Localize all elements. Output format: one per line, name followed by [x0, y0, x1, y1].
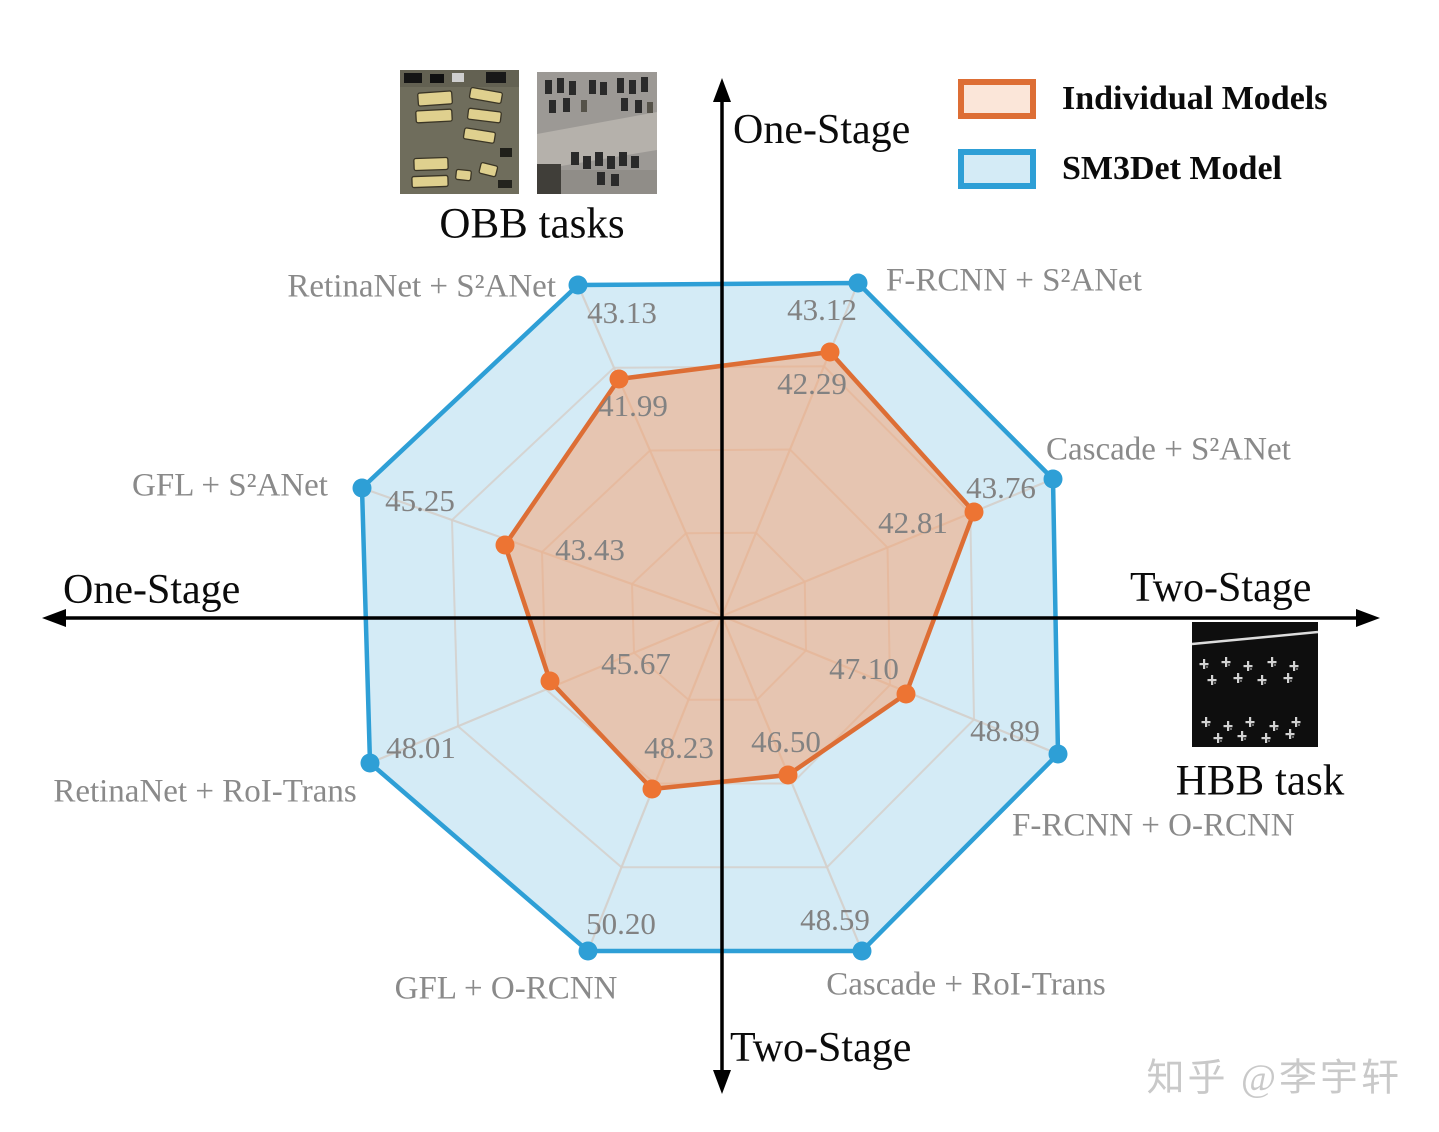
- axis-arrowhead: [1356, 609, 1380, 627]
- sm3det-point: [352, 478, 372, 498]
- axis-arrowhead: [713, 78, 731, 102]
- value-sm3det-cascade-roi-trans: 48.59: [800, 902, 870, 937]
- axis-label-bottom-two-stage: Two-Stage: [730, 1025, 912, 1071]
- individual-point: [540, 671, 560, 691]
- value-individual-gfl-o-rcnn: 48.23: [644, 730, 714, 765]
- value-individual-f-rcnn-s-anet: 42.29: [777, 366, 847, 401]
- caption-obb-tasks: OBB tasks: [439, 200, 625, 248]
- value-sm3det-f-rcnn-o-rcnn: 48.89: [970, 713, 1040, 748]
- individual-point: [609, 369, 629, 389]
- individual-point: [642, 779, 662, 799]
- caption-hbb-task: HBB task: [1175, 757, 1345, 805]
- obb-sample-image-optical: [400, 70, 519, 194]
- axis-label-left-one-stage: One-Stage: [63, 567, 241, 613]
- legend-item-sm3det-model: SM3Det Model: [958, 149, 1282, 189]
- sm3det-point: [360, 753, 380, 773]
- axis-label-top-one-stage: One-Stage: [733, 107, 911, 153]
- value-sm3det-gfl-s-anet: 45.25: [385, 483, 455, 518]
- hbb-sample-image-sar: [1192, 622, 1318, 747]
- axis-label-cascade-s-anet: Cascade + S²ANet: [1046, 431, 1291, 468]
- axis-label-gfl-o-rcnn: GFL + O-RCNN: [394, 970, 618, 1007]
- axis-label-gfl-s-anet: GFL + S²ANet: [132, 467, 328, 504]
- value-individual-gfl-s-anet: 43.43: [555, 532, 625, 567]
- obb-sample-image-grayscale: [537, 72, 657, 194]
- value-individual-cascade-roi-trans: 46.50: [751, 724, 821, 759]
- individual-point: [964, 502, 984, 522]
- sm3det-point: [1043, 469, 1063, 489]
- sm3det-point: [1048, 744, 1068, 764]
- value-individual-retinanet-roi-trans: 45.67: [601, 646, 671, 681]
- axis-label-cascade-roi-trans: Cascade + RoI-Trans: [826, 966, 1106, 1003]
- axis-arrowhead: [713, 1070, 731, 1094]
- axis-label-retinanet-roi-trans: RetinaNet + RoI-Trans: [53, 773, 357, 810]
- individual-point: [820, 342, 840, 362]
- value-sm3det-cascade-s-anet: 43.76: [966, 470, 1036, 505]
- individual-point: [495, 535, 515, 555]
- value-sm3det-f-rcnn-s-anet: 43.12: [787, 292, 857, 327]
- axis-label-retinanet-s-anet: RetinaNet + S²ANet: [287, 268, 556, 305]
- value-individual-cascade-s-anet: 42.81: [878, 505, 948, 540]
- sm3det-point: [852, 941, 872, 961]
- value-sm3det-retinanet-roi-trans: 48.01: [386, 730, 456, 765]
- sm3det-point: [848, 273, 868, 293]
- axis-label-f-rcnn-s-anet: F-RCNN + S²ANet: [886, 262, 1142, 299]
- sm3det-point: [578, 941, 598, 961]
- legend-label-sm3det: SM3Det Model: [1062, 150, 1283, 187]
- watermark: 知乎 @李宇轩: [1146, 1057, 1402, 1100]
- value-sm3det-gfl-o-rcnn: 50.20: [586, 906, 656, 941]
- value-individual-f-rcnn-o-rcnn: 47.10: [829, 651, 899, 686]
- legend-swatch-sm3det: [958, 149, 1036, 189]
- individual-region: [505, 352, 974, 789]
- axis-arrowhead: [42, 609, 66, 627]
- individual-point: [896, 684, 916, 704]
- individual-point: [778, 765, 798, 785]
- legend-label-individual: Individual Models: [1062, 80, 1328, 117]
- axis-label-f-rcnn-o-rcnn: F-RCNN + O-RCNN: [1012, 807, 1295, 844]
- axis-label-right-two-stage: Two-Stage: [1130, 565, 1312, 611]
- legend-swatch-individual: [958, 79, 1036, 119]
- value-individual-retinanet-s-anet: 41.99: [598, 388, 668, 423]
- sm3det-point: [568, 275, 588, 295]
- value-sm3det-retinanet-s-anet: 43.13: [587, 295, 657, 330]
- legend-item-individual-models: Individual Models: [958, 79, 1327, 119]
